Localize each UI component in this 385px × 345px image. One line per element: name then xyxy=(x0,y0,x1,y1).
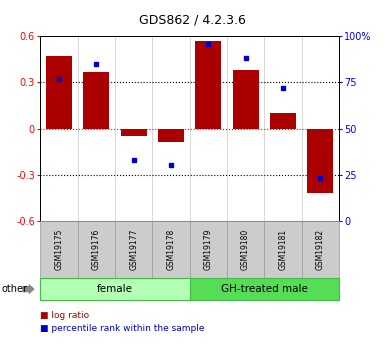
Text: other: other xyxy=(2,284,28,294)
Bar xyxy=(270,113,296,128)
Bar xyxy=(152,221,190,278)
Text: GSM19176: GSM19176 xyxy=(92,229,101,270)
Text: GSM19180: GSM19180 xyxy=(241,229,250,270)
Bar xyxy=(227,221,264,278)
Bar xyxy=(78,221,115,278)
Text: GSM19182: GSM19182 xyxy=(316,229,325,270)
Bar xyxy=(115,221,152,278)
Bar xyxy=(307,128,333,193)
Text: GSM19177: GSM19177 xyxy=(129,229,138,270)
Text: ■ log ratio: ■ log ratio xyxy=(40,311,90,320)
Bar xyxy=(233,70,259,128)
Bar xyxy=(158,128,184,142)
Bar xyxy=(40,221,78,278)
Text: GSM19175: GSM19175 xyxy=(55,229,64,270)
Bar xyxy=(40,278,190,300)
Text: GSM19179: GSM19179 xyxy=(204,229,213,270)
FancyArrow shape xyxy=(22,284,35,294)
Bar xyxy=(190,278,339,300)
Text: female: female xyxy=(97,284,133,294)
Text: GH-treated male: GH-treated male xyxy=(221,284,308,294)
Bar xyxy=(195,41,221,128)
Text: ■ percentile rank within the sample: ■ percentile rank within the sample xyxy=(40,324,205,333)
Bar xyxy=(301,221,339,278)
Bar xyxy=(264,221,301,278)
Bar xyxy=(190,221,227,278)
Text: GDS862 / 4.2.3.6: GDS862 / 4.2.3.6 xyxy=(139,14,246,27)
Bar xyxy=(83,72,109,128)
Text: GSM19178: GSM19178 xyxy=(166,229,176,270)
Text: GSM19181: GSM19181 xyxy=(278,229,287,270)
Bar xyxy=(46,56,72,128)
Bar xyxy=(121,128,147,136)
